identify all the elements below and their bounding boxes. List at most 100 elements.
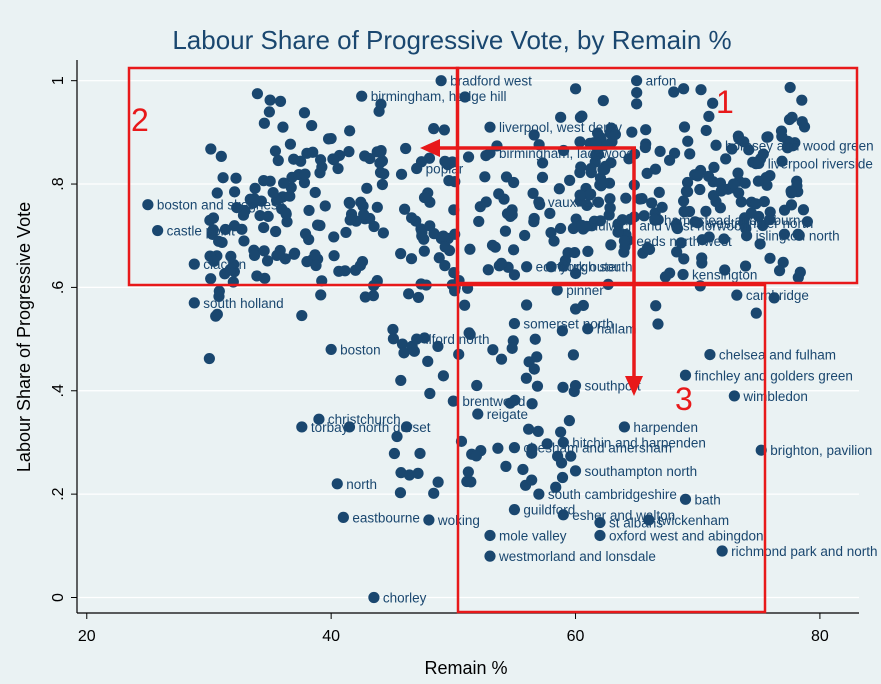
- scatter-point: [678, 121, 691, 133]
- scatter-point: [707, 97, 719, 109]
- scatter-point: [570, 83, 582, 95]
- point-label: hitchin and harpenden: [572, 435, 706, 450]
- scatter-point: [569, 379, 582, 392]
- scatter-point: [684, 148, 696, 160]
- scatter-point: [306, 119, 318, 132]
- scatter-point: [251, 88, 264, 100]
- point-label: dulwich and west norwood: [591, 218, 749, 233]
- scatter-point: [327, 153, 339, 165]
- scatter-point: [215, 150, 227, 162]
- scatter-point: [418, 191, 431, 204]
- scatter-point: [631, 86, 643, 99]
- point-label: harpenden: [633, 420, 698, 435]
- point-label: christchurch: [328, 412, 401, 427]
- y-tick-label: .2: [50, 487, 67, 500]
- point-label: liverpool riverside: [768, 156, 873, 171]
- scatter-point: [258, 175, 270, 187]
- scatter-point: [585, 167, 597, 179]
- x-tick-label: 60: [567, 628, 585, 645]
- scatter-point: [597, 95, 609, 107]
- scatter-point: [545, 227, 557, 239]
- scatter-point: [557, 436, 569, 449]
- scatter-point: [680, 185, 693, 197]
- scatter-point: [248, 193, 260, 205]
- scatter-point: [761, 131, 773, 143]
- scatter-point: [716, 545, 728, 557]
- scatter-point: [337, 511, 349, 523]
- scatter-point: [462, 466, 474, 478]
- point-label: chelsea and fulham: [719, 348, 836, 363]
- point-label: leeds north west: [633, 234, 732, 249]
- scatter-point: [487, 344, 499, 356]
- quadrant-1-label: 1: [716, 84, 734, 120]
- scatter-point: [640, 124, 652, 136]
- scatter-point: [533, 196, 545, 208]
- point-label: boston: [340, 342, 381, 357]
- scatter-point: [752, 175, 765, 187]
- scatter-point: [695, 84, 707, 96]
- scatter-point: [499, 225, 512, 237]
- x-axis-title: Remain %: [424, 658, 507, 678]
- quadrant-2-label: 2: [131, 102, 149, 138]
- quadrant-boxes: 1 2 3: [127, 66, 859, 614]
- quadrant-2-box: [127, 66, 460, 287]
- scatter-point: [778, 228, 790, 240]
- scatter-point: [303, 233, 315, 246]
- scatter-point: [618, 421, 631, 433]
- scatter-point: [785, 185, 797, 197]
- point-label: north: [346, 477, 377, 492]
- scatter-point: [433, 252, 445, 264]
- scatter-point: [231, 201, 243, 214]
- scatter-point: [528, 216, 540, 228]
- scatter-point: [295, 155, 307, 167]
- point-label: chesham and amersham: [523, 441, 672, 456]
- scatter-point: [641, 167, 653, 179]
- scatter-point: [391, 430, 403, 443]
- scatter-point: [618, 235, 631, 247]
- scatter-point: [301, 256, 313, 268]
- scatter-point: [310, 259, 322, 272]
- y-tick-label: 0: [50, 593, 67, 602]
- scatter-point: [643, 514, 655, 526]
- scatter-point: [708, 161, 720, 174]
- scatter-point: [493, 188, 505, 200]
- scatter-point: [792, 228, 804, 240]
- scatter-point: [262, 210, 274, 223]
- scatter-point: [761, 179, 773, 191]
- scatter-point: [267, 186, 279, 199]
- scatter-point: [428, 487, 440, 499]
- arrow-down-head: [625, 376, 643, 396]
- scatter-point: [316, 275, 328, 287]
- scatter-point: [480, 196, 492, 208]
- y-axis-title: Labour Share of Progressive Vote: [14, 202, 34, 472]
- scatter-point: [523, 423, 535, 435]
- scatter-point: [224, 263, 236, 275]
- point-label: reigate: [487, 407, 528, 422]
- scatter-point: [396, 338, 409, 350]
- point-label: vauxhall: [548, 195, 598, 210]
- scatter-point: [508, 317, 521, 330]
- scatter-point: [465, 476, 477, 488]
- scatter-point: [284, 138, 297, 150]
- scatter-point: [236, 223, 248, 235]
- scatter-point: [576, 219, 588, 231]
- point-label: westmorland and lonsdale: [498, 549, 656, 564]
- point-label: liverpool, west derby: [499, 120, 622, 135]
- scatter-point: [447, 395, 459, 407]
- scatter-point: [565, 450, 577, 462]
- scatter-point: [692, 217, 704, 229]
- scatter-point: [677, 268, 689, 281]
- scatter-point: [526, 398, 538, 410]
- point-label: edinburgh south: [536, 260, 633, 275]
- scatter-point: [702, 170, 715, 182]
- scatter-point: [526, 447, 538, 459]
- scatter-point: [715, 185, 727, 197]
- scatter-point: [259, 272, 271, 284]
- scatter-point: [550, 481, 562, 493]
- scatter-point: [678, 195, 690, 207]
- scatter-point: [207, 224, 219, 236]
- scatter-point: [462, 151, 475, 163]
- scatter-point: [528, 363, 540, 375]
- scatter-point: [343, 421, 356, 433]
